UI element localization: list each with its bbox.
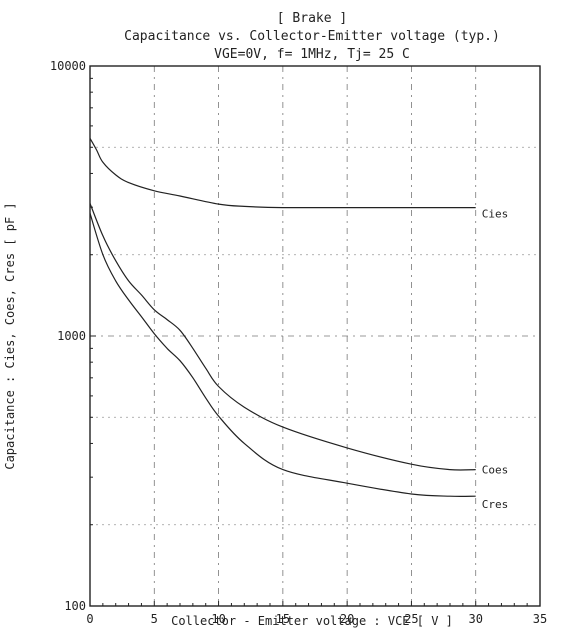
series-labels: Cies Coes Cres	[482, 208, 509, 512]
y-axis-label: Capacitance : Cies, Coes, Cres [ pF ]	[3, 202, 17, 469]
chart-title-line-2: Capacitance vs. Collector-Emitter voltag…	[124, 29, 500, 44]
plot-frame	[89, 65, 541, 607]
series-curves	[89, 137, 476, 497]
x-tick-label: 5	[151, 612, 158, 626]
grid-lines	[90, 66, 540, 606]
chart-title-line-1: [ Brake ]	[277, 11, 347, 26]
x-tick-label: 20	[340, 612, 354, 626]
series-cies-label: Cies	[482, 208, 509, 221]
series-cres-line	[89, 213, 476, 497]
y-tick-label: 10000	[50, 59, 86, 73]
series-cres-label: Cres	[482, 498, 509, 511]
series-coes-label: Coes	[482, 464, 509, 477]
x-tick-label: 0	[86, 612, 93, 626]
axis-ticks: 0 5 10 15 20 25 30 35 100 1000 10000	[50, 59, 547, 626]
x-tick-label: 15	[276, 612, 290, 626]
x-tick-label: 35	[533, 612, 547, 626]
x-tick-label: 25	[404, 612, 418, 626]
y-tick-label: 100	[64, 599, 86, 613]
series-cies-line	[89, 137, 476, 209]
series-coes-line	[89, 203, 476, 471]
chart-title-line-3: VGE=0V, f= 1MHz, Tj= 25 C	[214, 47, 410, 62]
y-tick-label: 1000	[57, 329, 86, 343]
x-axis-label: Collector - Emitter voltage : VCE [ V ]	[171, 614, 453, 628]
x-tick-label: 10	[211, 612, 225, 626]
x-tick-label: 30	[468, 612, 482, 626]
